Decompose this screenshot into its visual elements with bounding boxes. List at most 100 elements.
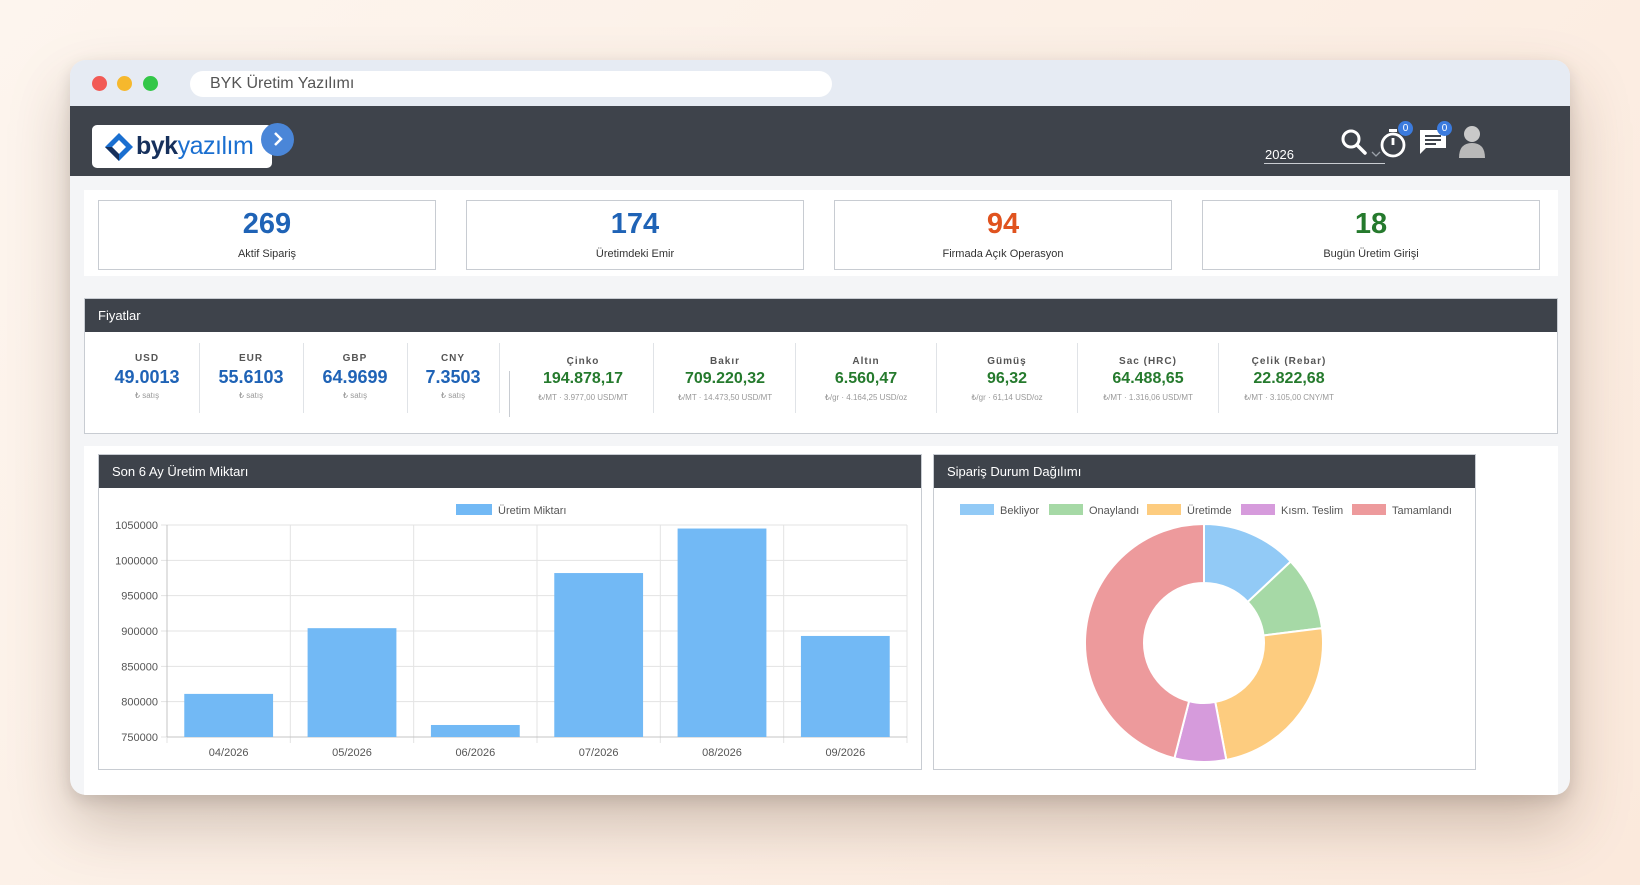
- x-tick-label: 06/2026: [455, 747, 495, 759]
- browser-window: BYK Üretim Yazılımı bykyazılım 2026: [70, 60, 1570, 795]
- divider: [303, 343, 304, 413]
- currency-code: GBP: [342, 353, 368, 364]
- currency-code: USD: [134, 353, 160, 364]
- stat-label: Üretimdeki Emir: [595, 248, 675, 260]
- currency-value: 64.9699: [322, 367, 388, 387]
- legend-label: Kısm. Teslim: [1281, 505, 1343, 517]
- currency-gbp: GBP 64.9699 ₺ satış: [303, 353, 407, 400]
- user-avatar-icon: [1459, 126, 1485, 158]
- bar: [184, 693, 274, 737]
- stats-row: 269 Aktif Sipariş 174 Üretimdeki Emir 94…: [84, 190, 1558, 276]
- messages-button[interactable]: 0: [1418, 121, 1452, 158]
- messages-badge: 0: [1437, 121, 1452, 136]
- y-tick-label: 800000: [121, 697, 158, 709]
- divider: [407, 343, 408, 413]
- metal-rebar: Çelik (Rebar) 22.822,68 ₺/MT · 3.105,00 …: [1219, 356, 1359, 402]
- close-window-button[interactable]: [92, 76, 107, 91]
- divider: [653, 343, 654, 413]
- metal-name: Çinko: [566, 356, 600, 367]
- timer-badge: 0: [1398, 121, 1413, 136]
- stat-card-open-operations[interactable]: 94 Firmada Açık Operasyon: [834, 200, 1172, 270]
- prices-title: Fiyatlar: [85, 299, 1557, 332]
- logo-area: bykyazılım: [70, 106, 275, 176]
- metal-sub: ₺/gr · 4.164,25 USD/oz: [824, 393, 908, 402]
- stat-label: Firmada Açık Operasyon: [942, 248, 1064, 260]
- stat-card-today-entries[interactable]: 18 Bugün Üretim Girişi: [1202, 200, 1540, 270]
- bar: [307, 628, 397, 737]
- chevron-down-icon: [1371, 151, 1381, 157]
- currency-sub: ₺ satış: [134, 391, 160, 400]
- metal-value: 96,32: [986, 370, 1028, 387]
- sidebar-toggle-button[interactable]: [261, 123, 294, 156]
- y-tick-label: 1050000: [115, 520, 158, 532]
- divider: [1077, 343, 1078, 413]
- browser-titlebar: BYK Üretim Yazılımı: [70, 60, 1570, 106]
- bar-chart-panel: Son 6 Ay Üretim Miktarı Üretim Miktarı 75…: [98, 454, 922, 770]
- divider: [199, 343, 200, 413]
- metal-value: 22.822,68: [1253, 370, 1325, 387]
- search-button[interactable]: [1340, 128, 1370, 158]
- stat-card-production-orders[interactable]: 174 Üretimdeki Emir: [466, 200, 804, 270]
- logo-diamond-icon: [105, 132, 133, 161]
- timer-button[interactable]: 0: [1379, 121, 1413, 158]
- legend-label: Üretim Miktarı: [498, 505, 566, 517]
- bar: [800, 635, 890, 737]
- chat-icon: [1420, 130, 1446, 154]
- maximize-window-button[interactable]: [143, 76, 158, 91]
- year-select-value: 2026: [1265, 147, 1294, 162]
- x-tick-label: 09/2026: [825, 747, 865, 759]
- divider: [1218, 343, 1219, 413]
- currency-value: 7.3503: [425, 367, 481, 387]
- y-tick-label: 850000: [121, 661, 158, 673]
- metal-name: Sac (HRC): [1119, 356, 1177, 367]
- minimize-window-button[interactable]: [117, 76, 132, 91]
- currency-cny: CNY 7.3503 ₺ satış: [401, 353, 505, 400]
- legend-swatch: [1241, 504, 1275, 515]
- metal-gold: Altın 6.560,47 ₺/gr · 4.164,25 USD/oz: [796, 356, 936, 402]
- legend-label: Bekliyor: [1000, 505, 1039, 517]
- metal-name: Altın: [852, 356, 880, 367]
- metal-hrc: Sac (HRC) 64.488,65 ₺/MT · 1.316,06 USD/…: [1078, 356, 1218, 402]
- donut-slice: [1084, 522, 1205, 760]
- x-tick-label: 08/2026: [702, 747, 742, 759]
- legend-label: Üretimde: [1187, 505, 1232, 517]
- y-tick-label: 750000: [121, 732, 158, 744]
- logo[interactable]: bykyazılım: [92, 125, 272, 168]
- stat-label: Bugün Üretim Girişi: [1323, 248, 1419, 260]
- currency-value: 55.6103: [218, 367, 284, 387]
- bar: [554, 573, 644, 737]
- user-menu-button[interactable]: [1457, 124, 1487, 158]
- stopwatch-icon: [1380, 129, 1406, 158]
- stat-label: Aktif Sipariş: [237, 248, 297, 260]
- metal-sub: ₺/gr · 61,14 USD/oz: [971, 393, 1043, 402]
- app-header: bykyazılım 2026 0 0: [70, 106, 1570, 176]
- currency-sub: ₺ satış: [342, 391, 368, 400]
- divider: [936, 343, 937, 413]
- stat-value: 94: [986, 208, 1020, 240]
- bar: [430, 724, 520, 737]
- metal-sub: ₺/MT · 3.105,00 CNY/MT: [1244, 393, 1334, 402]
- stat-value: 269: [242, 208, 292, 240]
- y-tick-label: 1000000: [115, 555, 158, 567]
- metal-sub: ₺/MT · 1.316,06 USD/MT: [1103, 393, 1193, 402]
- stat-value: 18: [1354, 208, 1388, 240]
- currency-eur: EUR 55.6103 ₺ satış: [199, 353, 303, 400]
- legend-label: Onaylandı: [1089, 505, 1139, 517]
- metal-value: 194.878,17: [542, 370, 624, 387]
- metal-name: Çelik (Rebar): [1251, 356, 1327, 367]
- charts-area: Son 6 Ay Üretim Miktarı Üretim Miktarı 75…: [84, 446, 1558, 795]
- currency-sub: ₺ satış: [238, 391, 264, 400]
- donut-chart: Bekliyor Onaylandı Üretimde Kısm. Teslim Tam…: [960, 504, 1452, 763]
- bar-chart-title: Son 6 Ay Üretim Miktarı: [99, 455, 921, 488]
- year-select[interactable]: 2026: [1264, 144, 1385, 164]
- stat-card-active-orders[interactable]: 269 Aktif Sipariş: [98, 200, 436, 270]
- metal-zinc: Çinko 194.878,17 ₺/MT · 3.977,00 USD/MT: [513, 356, 653, 402]
- x-tick-label: 05/2026: [332, 747, 372, 759]
- metal-sub: ₺/MT · 14.473,50 USD/MT: [677, 393, 773, 402]
- x-tick-label: 04/2026: [209, 747, 249, 759]
- prices-panel: Fiyatlar USD 49.0013 ₺ satış EUR 55.6103…: [84, 298, 1558, 434]
- legend-swatch: [1147, 504, 1181, 515]
- currency-sub: ₺ satış: [440, 391, 466, 400]
- metal-value: 64.488,65: [1112, 370, 1184, 387]
- address-bar[interactable]: BYK Üretim Yazılımı: [190, 71, 832, 97]
